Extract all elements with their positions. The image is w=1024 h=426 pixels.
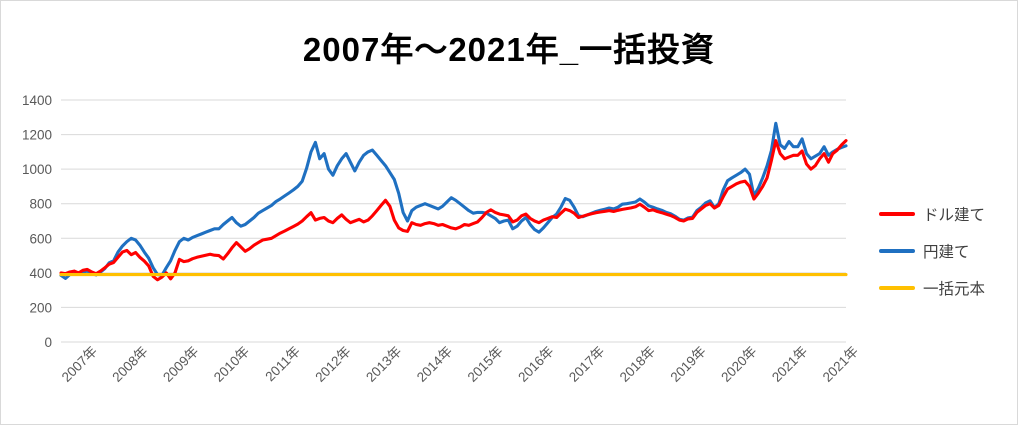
x-axis-tick-label: 2018年 xyxy=(617,344,658,385)
legend-item: 円建て xyxy=(879,240,985,261)
x-axis-tick-label: 2021年 xyxy=(769,344,810,385)
y-axis-tick-label: 400 xyxy=(29,266,52,281)
x-axis-tick-label: 2015年 xyxy=(465,344,506,385)
legend-line-swatch xyxy=(879,285,915,290)
series-line-ドル建て xyxy=(59,139,848,282)
legend: ドル建て円建て一括元本 xyxy=(879,203,985,314)
y-axis-tick-label: 1400 xyxy=(22,93,52,108)
x-axis-tick-label: 2016年 xyxy=(515,344,556,385)
legend-item: ドル建て xyxy=(879,203,985,224)
x-axis-tick-label: 2017年 xyxy=(566,344,607,385)
x-axis-tick-label: 2019年 xyxy=(668,344,709,385)
y-axis-tick-label: 600 xyxy=(29,231,52,246)
y-axis-tick-label: 1200 xyxy=(22,128,52,143)
x-axis-tick-label: 2007年 xyxy=(59,344,100,385)
y-axis-tick-label: 200 xyxy=(29,300,52,315)
x-axis-tick-label: 2008年 xyxy=(109,344,150,385)
legend-label: 円建て xyxy=(923,243,970,261)
y-axis-labels: 0 200 400 600 800 1000 1200 1400 xyxy=(22,93,52,350)
x-axis-tick-label: 2010年 xyxy=(211,344,252,385)
x-axis-tick-label: 2014年 xyxy=(414,344,455,385)
series-line-円建て xyxy=(59,121,848,280)
x-axis-tick-label: 2012年 xyxy=(312,344,353,385)
x-axis-tick-label: 2009年 xyxy=(160,344,201,385)
x-axis-labels: 2007年 2008年 2009年 2010年 2011年 2012年 2013年 2014年… xyxy=(59,344,861,385)
series-lines xyxy=(59,121,848,282)
legend-line-swatch xyxy=(879,211,915,216)
y-axis-tick-label: 800 xyxy=(29,197,52,212)
y-axis-tick-label: 0 xyxy=(44,335,52,350)
x-axis-tick-label: 2011年 xyxy=(262,344,303,385)
legend-line-swatch xyxy=(879,248,915,253)
chart-title: 2007年～2021年_一括投資 xyxy=(302,31,716,68)
x-axis-tick-label: 2013年 xyxy=(363,344,404,385)
y-axis-tick-label: 1000 xyxy=(22,162,52,177)
x-axis-tick-label: 2021年 xyxy=(820,344,861,385)
legend-item: 一括元本 xyxy=(879,277,985,298)
gridlines xyxy=(61,99,846,343)
legend-label: ドル建て xyxy=(923,206,986,224)
legend-label: 一括元本 xyxy=(923,280,986,298)
x-axis-tick-label: 2020年 xyxy=(718,344,759,385)
